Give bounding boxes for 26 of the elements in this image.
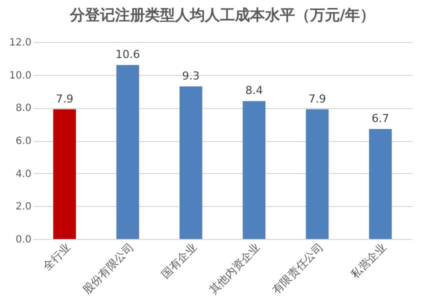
y-tick-label: 8.0 [16,103,32,114]
x-tick-label: 其他内资企业 [206,240,263,297]
bar [180,86,202,239]
y-tick-label: 0.0 [16,234,32,246]
bar [242,101,266,239]
chart-title: 分登记注册类型人均人工成本水平（万元/年） [68,6,376,24]
bar [306,109,329,239]
y-tick-label: 10.0 [9,70,32,82]
x-tick-label: 股份有限公司 [80,240,136,297]
y-tick-label: 12.0 [9,38,32,48]
y-tick-label: 2.0 [16,202,32,213]
data-label: 6.7 [372,112,390,126]
bar [369,129,392,239]
data-label: 9.3 [182,69,200,82]
x-tick-label: 全行业 [40,240,74,274]
data-label: 7.9 [308,92,326,106]
data-label: 10.6 [116,48,140,61]
y-tick-label: 6.0 [16,136,32,147]
x-tick-label: 国有企业 [159,240,200,282]
y-tick-label: 4.0 [16,168,32,180]
data-label: 8.4 [245,84,263,98]
data-label: 7.9 [56,92,74,106]
x-tick-label: 私营企业 [348,240,389,282]
bar [116,64,140,239]
x-tick-label: 有限责任公司 [270,240,326,297]
bar [53,109,76,239]
